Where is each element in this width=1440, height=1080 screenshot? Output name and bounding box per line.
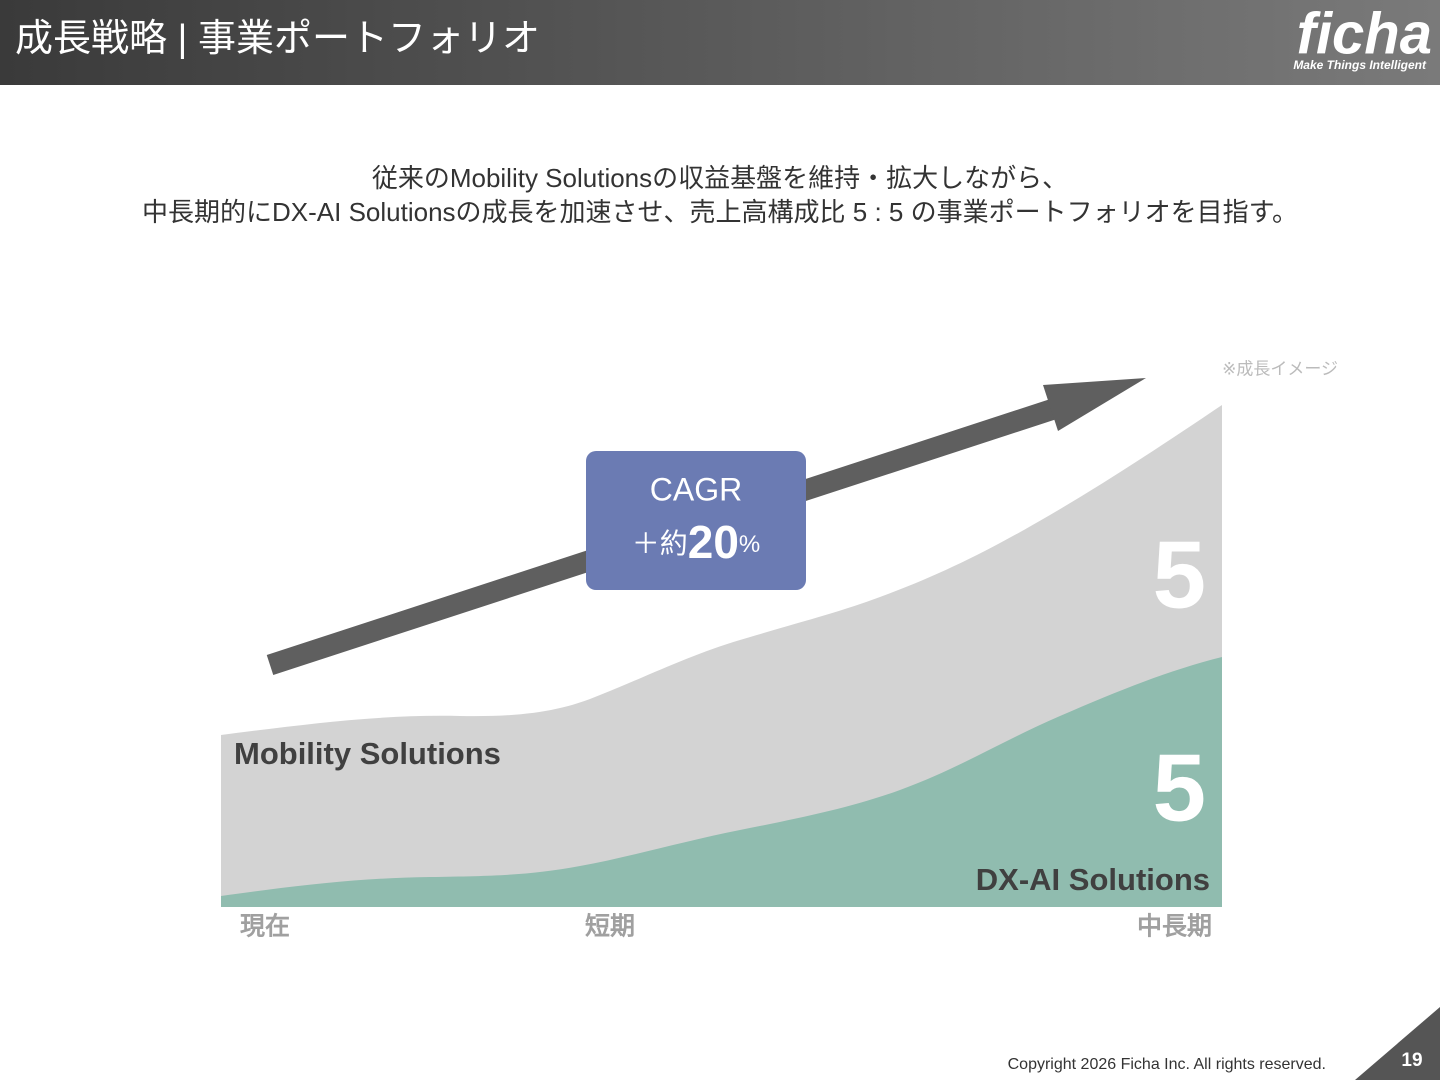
lead-line: 中長期的にDX-AI Solutionsの成長を加速させ、売上高構成比 5 : … (142, 197, 1298, 227)
cagr-unit: % (739, 531, 760, 558)
period-label: 中長期 (1137, 913, 1212, 941)
period-label: 現在 (240, 913, 290, 941)
cagr-value: 20 (688, 516, 739, 568)
cagr-prefix: ＋約 (632, 528, 688, 559)
cagr-value-line: ＋約20% (632, 516, 761, 568)
title: 成長戦略 | 事業ポートフォリオ (15, 18, 540, 60)
dx-area (221, 657, 1222, 907)
segment-label: Mobility Solutions (234, 736, 501, 771)
copyright: Copyright 2026 Ficha Inc. All rights res… (1008, 1056, 1326, 1073)
header-bar (0, 0, 1440, 85)
tagline: Make Things Intelligent (1293, 58, 1427, 72)
note: ※成長イメージ (1222, 359, 1338, 378)
page-number: 19 (1401, 1050, 1422, 1071)
page-corner (1355, 1007, 1440, 1080)
lead-line: 従来のMobility Solutionsの収益基盤を維持・拡大しながら、 (372, 163, 1068, 193)
arrow-head (1043, 378, 1146, 431)
segment-ratio: 5 (1153, 521, 1206, 628)
period-label: 短期 (585, 913, 635, 941)
cagr-label: CAGR (650, 471, 742, 507)
segment-ratio: 5 (1153, 734, 1206, 841)
segment-label: DX-AI Solutions (976, 862, 1210, 897)
cagr-box (586, 451, 806, 590)
logo: ficha (1297, 1, 1432, 66)
